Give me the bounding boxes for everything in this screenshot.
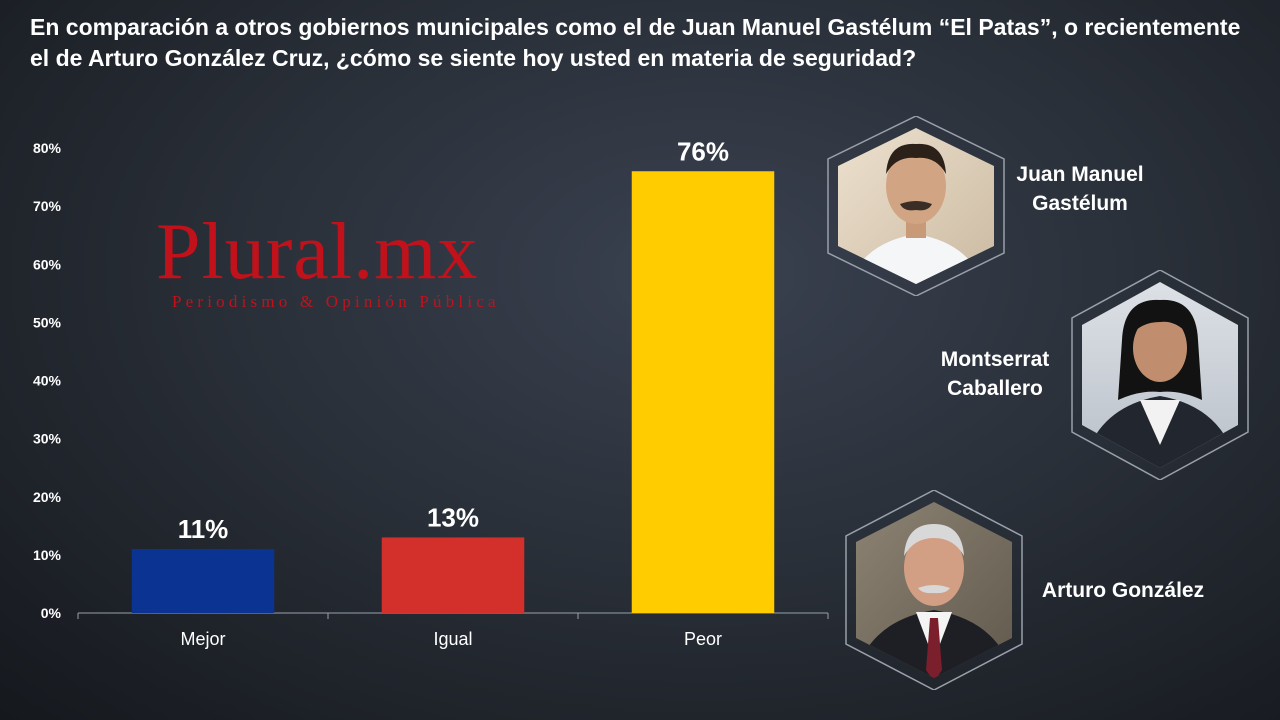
name-label-juan-manuel-gastelum: Juan Manuel Gastélum <box>1005 160 1155 218</box>
y-tick-label: 70% <box>33 198 62 214</box>
portrait-juan-manuel-gastelum <box>826 116 1006 296</box>
name-line-1: Montserrat <box>940 348 1050 371</box>
bar-peor <box>631 171 775 613</box>
data-label: 11% <box>178 514 229 544</box>
watermark-name: Plural.mx <box>156 208 479 296</box>
portrait-arturo-gonzalez <box>844 490 1024 690</box>
data-label: 13% <box>427 502 479 532</box>
y-tick-label: 40% <box>33 373 62 389</box>
y-tick-label: 50% <box>33 314 62 330</box>
name-line-2: Gastélum <box>1032 192 1128 215</box>
name-line-1: Juan Manuel <box>1016 163 1144 186</box>
x-tick-label: Mejor <box>180 629 225 649</box>
portrait-photo <box>827 116 1005 296</box>
y-tick-label: 10% <box>33 547 62 563</box>
x-tick-label: Igual <box>433 629 472 649</box>
page-title: En comparación a otros gobiernos municip… <box>30 14 1241 71</box>
watermark-tagline: Periodismo & Opinión Pública <box>172 292 500 311</box>
name-label-arturo-gonzalez: Arturo González <box>1018 576 1228 605</box>
portrait-photo <box>1071 270 1249 480</box>
name-line-2: Caballero <box>947 377 1043 400</box>
name-line-1: Arturo González <box>1041 579 1205 602</box>
watermark-logo: Plural.mx Periodismo & Opinión Pública <box>156 212 566 312</box>
y-tick-label: 0% <box>41 605 62 621</box>
y-tick-label: 20% <box>33 489 62 505</box>
name-label-montserrat-caballero: Montserrat Caballero <box>920 345 1070 403</box>
y-tick-label: 80% <box>33 140 62 156</box>
portrait-photo <box>845 490 1023 690</box>
bar-igual <box>381 537 525 613</box>
portrait-montserrat-caballero <box>1070 270 1250 480</box>
data-label: 76% <box>677 136 729 166</box>
bar-chart: 0% 10% 20% 30% 40% 50% 60% 70% 80% 11% Mejor 13% Igu… <box>33 136 829 649</box>
x-tick-label: Peor <box>684 629 722 649</box>
y-tick-label: 60% <box>33 256 62 272</box>
bar-mejor <box>131 549 275 613</box>
y-tick-label: 30% <box>33 431 62 447</box>
